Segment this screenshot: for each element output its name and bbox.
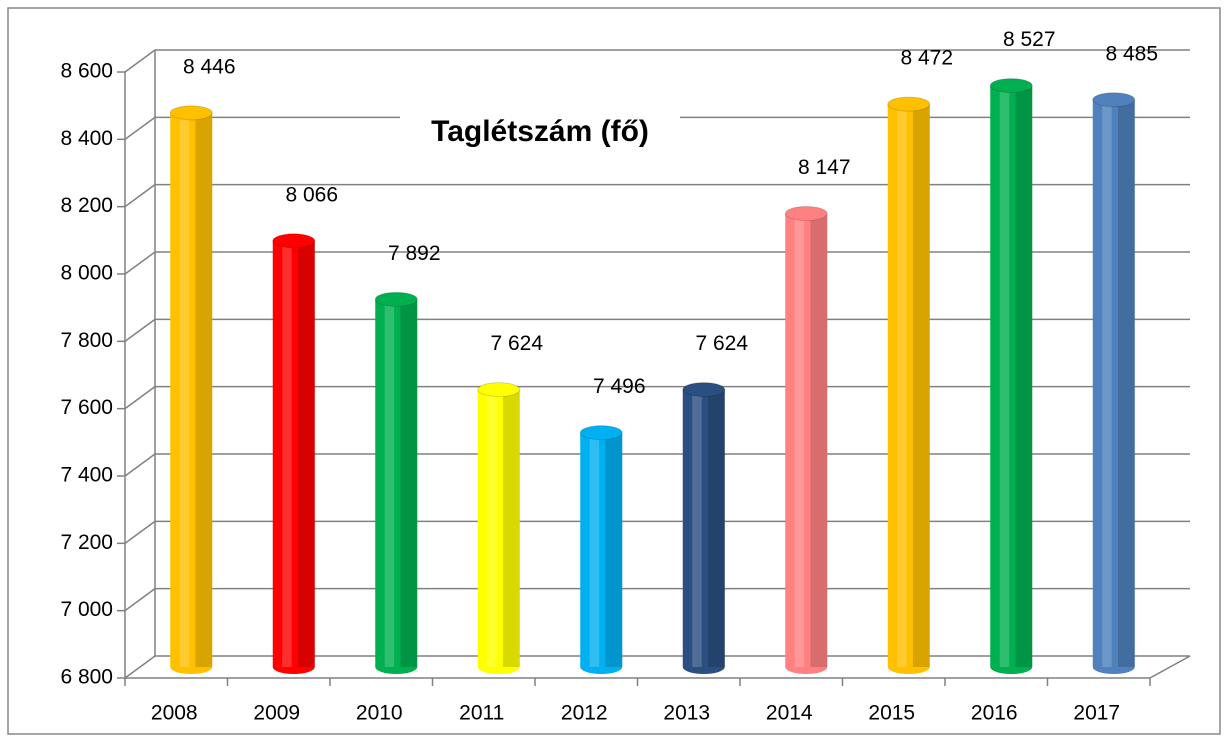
grid-diagonal [124,116,156,140]
bar-top [989,78,1033,94]
grid-diagonal [124,49,156,73]
bar-shade [912,104,930,668]
y-tick-label: 8 200 [60,194,113,217]
bar-top [272,233,316,249]
bar-shade [707,389,725,667]
x-tick-label: 2012 [561,702,608,725]
grid-diagonal [124,520,156,544]
x-tick-label: 2014 [766,702,813,725]
bar-top [579,425,623,441]
grid-diagonal [124,588,156,612]
bar-highlight [179,112,190,667]
bar-shade [195,112,213,667]
grid-diagonal [124,184,156,208]
bar-shade [1117,99,1135,667]
value-label: 7 624 [490,332,543,355]
bar [990,85,1033,668]
y-tick-label: 6 800 [60,666,113,689]
bar-highlight [282,240,292,667]
bar-shade [400,299,418,667]
bar-top [374,291,418,307]
bar [375,299,418,667]
y-tick-label: 7 600 [60,396,113,419]
value-label: 8 485 [1105,42,1158,65]
value-label: 8 147 [798,156,851,179]
value-label: 8 472 [900,47,953,70]
bar-top [887,96,931,112]
bar-top [682,382,726,398]
bar-top [477,382,521,398]
bar-top [784,206,828,222]
bar-highlight [384,299,395,667]
chart-title: Taglétszám (fő) [431,115,649,148]
value-label: 8 066 [285,183,338,206]
floor-edge [1149,655,1191,679]
x-tick-label: 2009 [253,702,300,725]
bar-top [1092,92,1136,108]
grid-diagonal [124,386,156,410]
grid-diagonal [124,251,156,275]
grid-diagonal [124,655,156,679]
y-tick-label: 7 800 [60,329,113,352]
bar-highlight [487,389,497,667]
grid-diagonal [124,318,156,342]
bar-highlight [692,389,702,667]
bar-highlight [1102,99,1112,667]
value-label: 7 496 [593,375,646,398]
x-tick-label: 2016 [971,702,1018,725]
x-tick-label: 2008 [151,702,198,725]
y-tick-label: 7 000 [60,598,113,621]
bar-shade [1015,85,1033,668]
y-tick-label: 7 200 [60,531,113,554]
title-background [400,110,680,156]
bar-highlight [589,432,600,667]
bar-shade [502,389,520,667]
bar [170,112,213,667]
value-label: 7 892 [388,242,441,265]
y-tick-label: 8 400 [60,127,113,150]
bar [1092,99,1135,667]
bar-top [169,105,213,121]
bar-shade [297,240,315,667]
bar-shade [605,432,623,667]
bar-highlight [999,85,1010,668]
y-tick-label: 8 600 [60,60,113,83]
bar [580,432,623,667]
x-tick-label: 2013 [663,702,710,725]
y-tick-label: 8 000 [60,262,113,285]
value-label: 7 624 [695,332,748,355]
value-label: 8 446 [183,55,236,78]
bar [477,389,520,667]
x-tick-label: 2017 [1073,702,1120,725]
bar-highlight [897,104,907,668]
x-tick-label: 2010 [356,702,403,725]
grid-diagonal [124,453,156,477]
bar-shade [810,213,828,667]
bar [887,104,930,668]
bar-highlight [794,213,805,667]
value-label: 8 527 [1003,28,1056,51]
bar [272,240,315,667]
bar [785,213,828,667]
x-tick-label: 2011 [459,702,504,725]
x-tick-label: 2015 [868,702,915,725]
bar [682,389,725,667]
y-tick-label: 7 400 [60,464,113,487]
